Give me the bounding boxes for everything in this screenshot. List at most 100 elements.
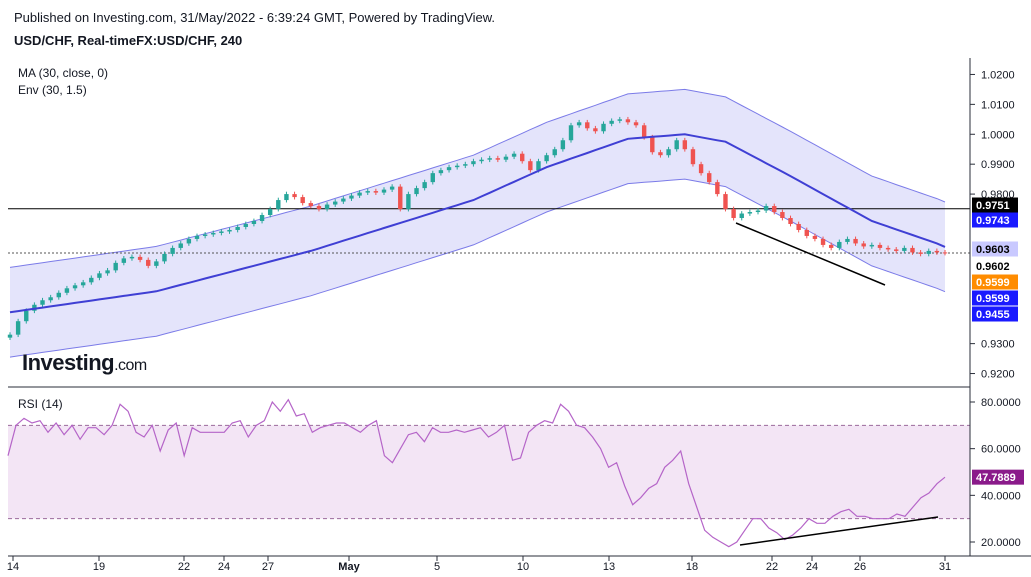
time-tick-label: 10 bbox=[517, 561, 529, 573]
candle-body bbox=[763, 206, 769, 211]
candle-body bbox=[292, 194, 297, 198]
candle-body bbox=[845, 238, 850, 242]
price-label-box bbox=[972, 258, 1018, 274]
time-axis[interactable]: 14 19 22 24 27 May 5 10 13 18 22 24 26 31 bbox=[7, 556, 951, 573]
candle-body bbox=[487, 158, 492, 160]
candle-body bbox=[861, 243, 866, 247]
rsi-label-bg bbox=[972, 469, 1024, 485]
candle-body bbox=[178, 243, 183, 248]
candle-body bbox=[837, 241, 842, 248]
price-label-text: 0.9751 bbox=[976, 200, 1010, 212]
candle-body bbox=[162, 253, 167, 262]
price-axis[interactable]: 1.02001.01001.00000.99000.98000.93000.92… bbox=[970, 69, 1015, 381]
rsi-tick-label: 40.0000 bbox=[981, 490, 1021, 502]
trend-line-price bbox=[735, 222, 886, 286]
candle-body bbox=[698, 164, 704, 174]
candle-body bbox=[641, 125, 647, 138]
candle-body bbox=[585, 122, 590, 129]
rsi-pane[interactable] bbox=[7, 398, 970, 548]
candle-body bbox=[650, 137, 655, 153]
candle-body bbox=[463, 164, 468, 166]
candle-body bbox=[747, 212, 753, 214]
candle-body bbox=[536, 161, 541, 171]
candle-body bbox=[731, 209, 736, 219]
rsi-tick-label: 60.0000 bbox=[981, 444, 1021, 456]
candle-body bbox=[503, 156, 509, 160]
price-tick-label: 0.9300 bbox=[981, 339, 1015, 351]
candle-body bbox=[146, 259, 151, 266]
candle-body bbox=[316, 206, 322, 210]
candle-body bbox=[64, 288, 70, 293]
candle-body bbox=[357, 192, 362, 196]
candle-body bbox=[373, 191, 379, 193]
candle-body bbox=[341, 198, 346, 202]
time-tick-label: 19 bbox=[93, 561, 105, 573]
candle-body bbox=[796, 223, 801, 230]
time-tick-label: 24 bbox=[806, 561, 818, 573]
candle-body bbox=[820, 238, 826, 245]
moving-average-line bbox=[9, 133, 946, 314]
candle-body bbox=[926, 250, 931, 254]
candle-body bbox=[284, 194, 289, 201]
candle-body bbox=[690, 149, 696, 165]
price-label-text: 0.9603 bbox=[976, 244, 1010, 256]
candle-body bbox=[129, 256, 135, 259]
candle-body bbox=[544, 155, 549, 162]
candle-body bbox=[324, 204, 330, 210]
candle-body bbox=[788, 218, 793, 224]
envelope-legend[interactable]: Env (30, 1.5) bbox=[18, 83, 87, 97]
candle-body bbox=[479, 159, 484, 162]
candle-body bbox=[7, 334, 13, 338]
price-label-box bbox=[972, 212, 1018, 228]
candle-body bbox=[853, 238, 858, 244]
candle-body bbox=[942, 252, 948, 254]
candle-body bbox=[552, 149, 557, 156]
price-pane[interactable] bbox=[7, 88, 970, 358]
candle-body bbox=[601, 123, 606, 132]
price-label-box bbox=[972, 274, 1018, 290]
candle-body bbox=[739, 213, 744, 219]
candle-body bbox=[471, 161, 476, 165]
candle-body bbox=[568, 125, 574, 141]
candle-body bbox=[97, 273, 102, 278]
rsi-axis[interactable]: 80.0000 60.0000 40.0000 20.0000 bbox=[970, 397, 1021, 549]
candle-body bbox=[194, 235, 200, 239]
candle-body bbox=[72, 285, 78, 289]
price-tick-label: 0.9900 bbox=[981, 159, 1015, 171]
candle-body bbox=[202, 234, 208, 236]
ma-legend[interactable]: MA (30, close, 0) bbox=[18, 66, 109, 80]
published-caption: Published on Investing.com, 31/May/2022 … bbox=[14, 10, 496, 25]
rsi-tick-label: 80.0000 bbox=[981, 397, 1021, 409]
candle-body bbox=[723, 194, 728, 210]
price-label-text: 0.9602 bbox=[976, 261, 1010, 273]
candle-body bbox=[308, 203, 314, 207]
price-label-box bbox=[972, 306, 1018, 322]
candle-body bbox=[105, 270, 110, 274]
rsi-legend[interactable]: RSI (14) bbox=[18, 397, 63, 411]
time-tick-label: 13 bbox=[603, 561, 615, 573]
candle-body bbox=[24, 310, 29, 322]
time-tick-label: 18 bbox=[686, 561, 698, 573]
price-label-text: 0.9599 bbox=[976, 293, 1010, 305]
investing-logo: Investing.com bbox=[22, 350, 147, 376]
candle-body bbox=[812, 235, 818, 239]
rsi-tick-label: 20.0000 bbox=[981, 537, 1021, 549]
time-tick-label: 22 bbox=[766, 561, 778, 573]
candle-body bbox=[40, 300, 45, 305]
candles bbox=[7, 116, 948, 341]
candle-body bbox=[666, 149, 671, 156]
candle-body bbox=[89, 277, 94, 283]
candle-body bbox=[894, 249, 899, 251]
candle-body bbox=[877, 244, 883, 248]
candle-body bbox=[243, 223, 248, 227]
candle-body bbox=[121, 258, 127, 263]
price-label-text: 0.9743 bbox=[976, 215, 1010, 227]
time-tick-label: 26 bbox=[854, 561, 866, 573]
candle-body bbox=[828, 244, 834, 248]
candle-body bbox=[56, 292, 61, 298]
envelope-upper-line bbox=[9, 88, 946, 268]
price-labels: 0.9751 0.9743 0.9603 0.9602 0.9599 0.9599 0.94… bbox=[972, 197, 1018, 322]
price-label-text: 0.9455 bbox=[976, 309, 1010, 321]
candle-body bbox=[780, 212, 785, 219]
